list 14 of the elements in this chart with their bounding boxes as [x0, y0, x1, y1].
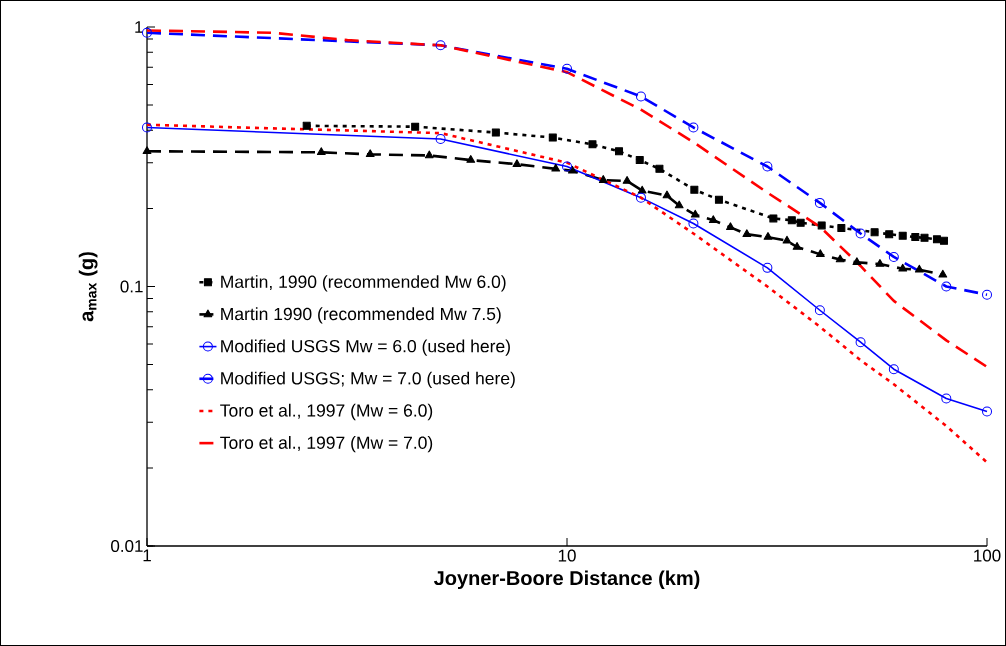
- x-tick-label: 100: [974, 549, 1001, 562]
- legend-label: Martin 1990 (recommended Mw 7.5): [221, 307, 501, 324]
- legend-label: Toro et al., 1997 (Mw = 6.0): [220, 403, 433, 421]
- y-tick-label: 0.1: [120, 280, 143, 293]
- x-axis-title: Joyner-Boore Distance (km): [433, 570, 700, 590]
- legend-label: Toro et al., 1997 (Mw = 7.0): [220, 436, 433, 453]
- y-axis-title: a$_{max}$ (g): [78, 252, 98, 322]
- y-tick-label: 1: [135, 21, 143, 33]
- legend-label: Modified USGS; Mw = 7.0 (used here): [221, 371, 515, 388]
- legend-label: Martin, 1990 (recommended Mw 6.0): [221, 275, 506, 292]
- legend-label: Modified USGS Mw = 6.0 (used here): [221, 339, 510, 356]
- y-tick-label: 0.01: [111, 539, 143, 553]
- x-tick-label: 1: [143, 549, 151, 562]
- x-tick-label: 10: [558, 549, 576, 562]
